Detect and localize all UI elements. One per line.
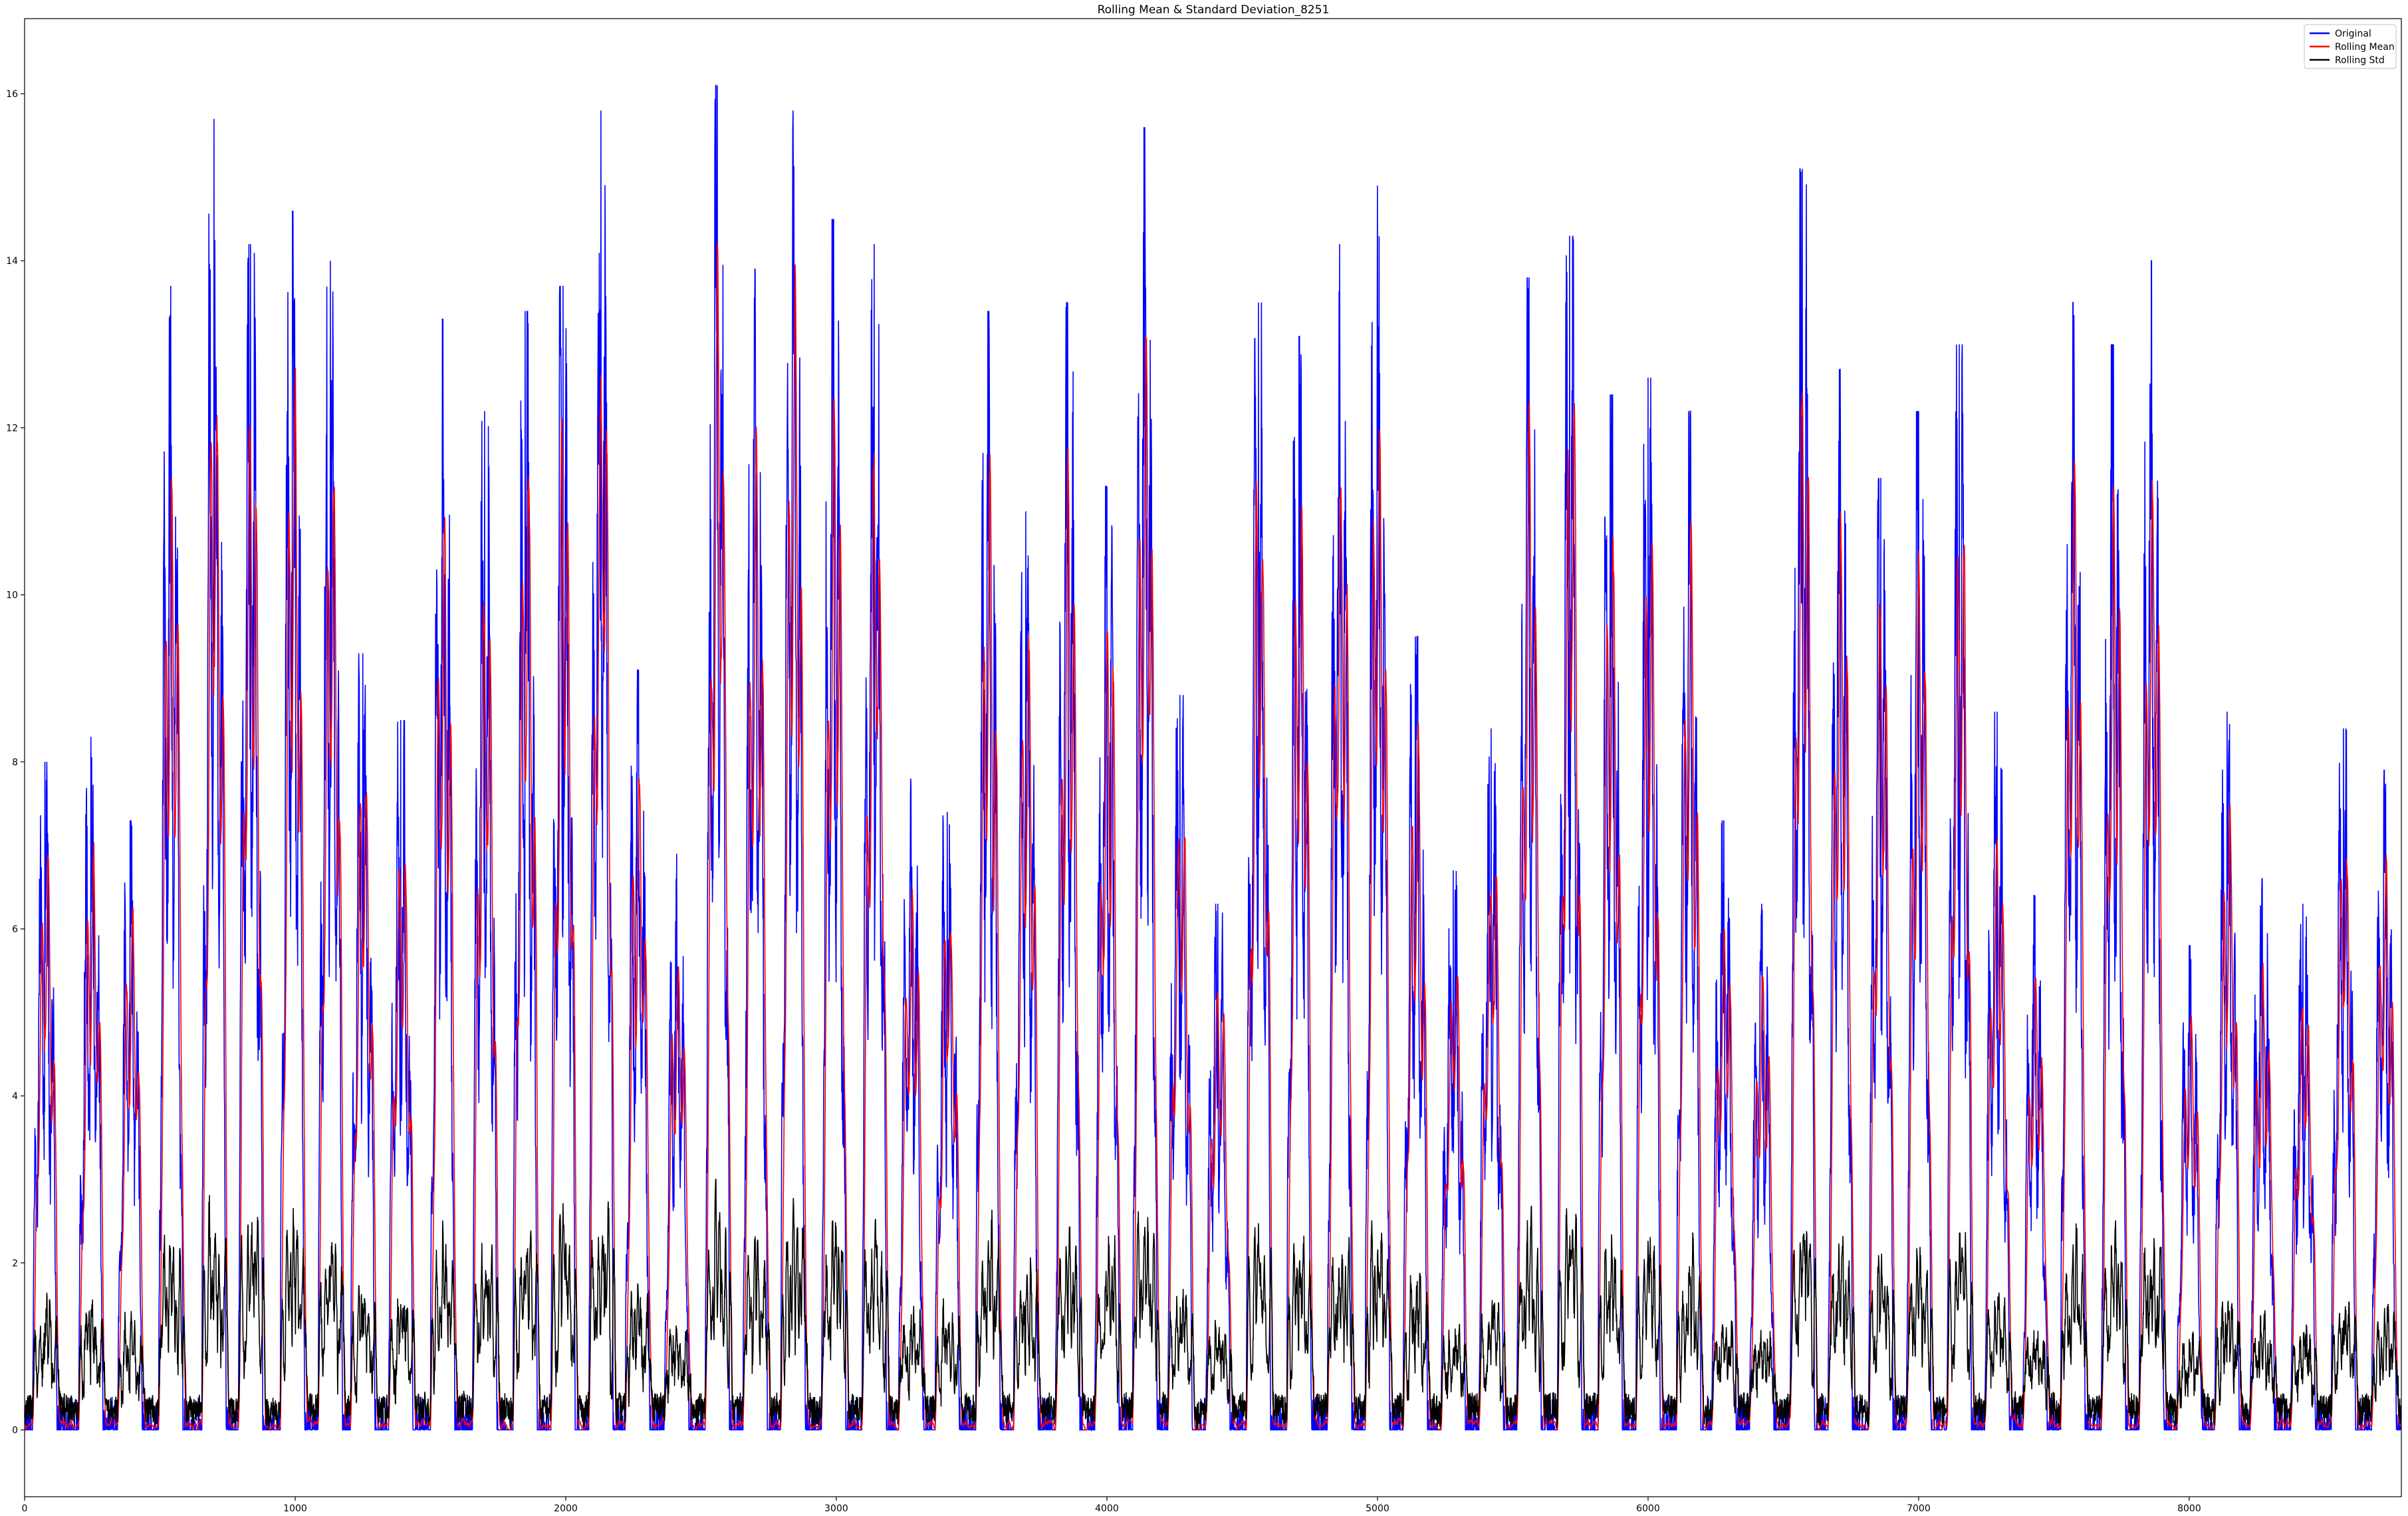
x-tick-label: 8000: [2177, 1503, 2201, 1514]
y-axis: 0 2 4 6 8 10 12 14 16: [6, 89, 25, 1436]
y-tick-label: 8: [12, 757, 18, 768]
x-tick-label: 3000: [824, 1503, 848, 1514]
x-tick-label: 2000: [554, 1503, 578, 1514]
y-tick-label: 4: [12, 1091, 18, 1102]
y-tick-label: 14: [6, 256, 18, 267]
x-tick-label: 0: [22, 1503, 28, 1514]
plot-area: 0 1000 2000 3000 4000 5000 6000 7000 8000 0 2 4 6 8 1…: [6, 18, 2402, 1514]
legend-box: [2304, 24, 2397, 69]
x-axis: 0 1000 2000 3000 4000 5000 6000 7000 8000: [22, 1497, 2201, 1514]
legend-label: Rolling Std: [2335, 55, 2385, 66]
legend-label: Rolling Mean: [2335, 42, 2395, 53]
plot-frame: [24, 18, 2402, 1497]
y-tick-label: 12: [6, 423, 18, 434]
y-tick-label: 10: [6, 590, 18, 601]
y-tick-label: 6: [12, 924, 18, 935]
y-tick-label: 16: [6, 89, 18, 100]
chart-title: Rolling Mean & Standard Deviation_8251: [1098, 3, 1330, 17]
legend: Original Rolling Mean Rolling Std: [2304, 24, 2397, 69]
x-tick-label: 7000: [1907, 1503, 1931, 1514]
x-tick-label: 6000: [1636, 1503, 1660, 1514]
series-rolling-mean-line: [25, 243, 2402, 1432]
x-tick-label: 1000: [283, 1503, 307, 1514]
x-tick-label: 5000: [1366, 1503, 1389, 1514]
series-rolling-std-line: [24, 1178, 2402, 1430]
series-layer: [24, 84, 2402, 1432]
legend-label: Original: [2335, 29, 2371, 39]
y-tick-label: 0: [12, 1426, 18, 1436]
y-tick-label: 2: [12, 1258, 18, 1269]
x-tick-label: 4000: [1095, 1503, 1119, 1514]
